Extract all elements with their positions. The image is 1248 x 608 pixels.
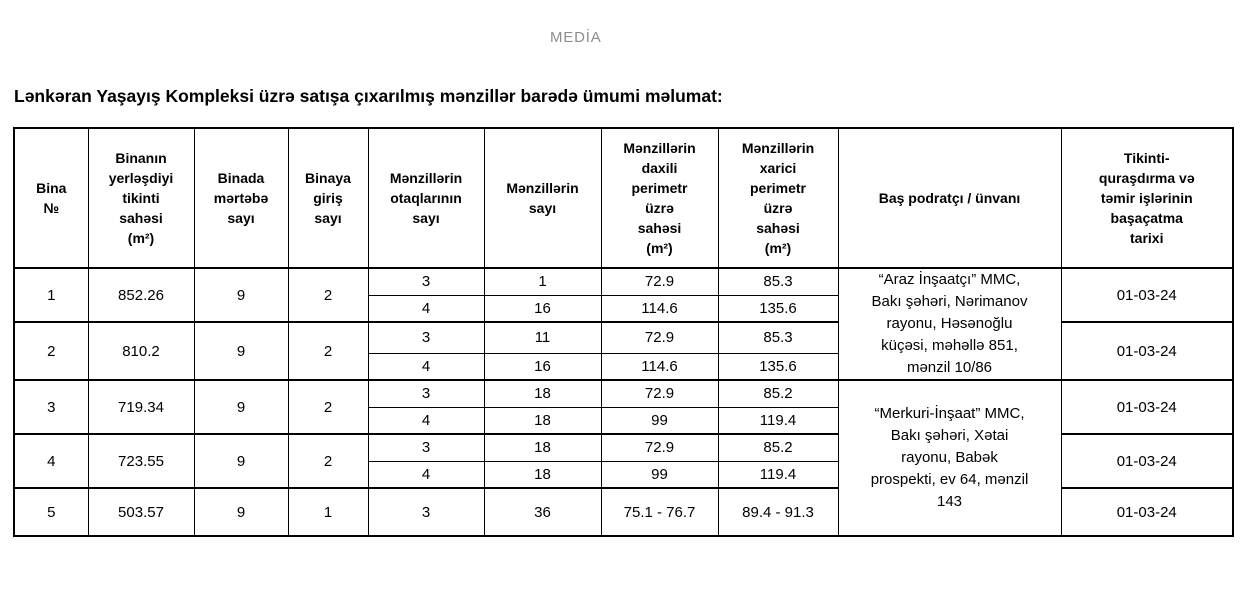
cell-menzil-sayi: 18 [483, 406, 602, 435]
cell-xarici-perimetr: 85.3 [717, 267, 839, 296]
cell-menzil-sayi: 16 [483, 352, 602, 381]
cell-tarix: 01-03-24 [1060, 267, 1234, 323]
cell-xarici-perimetr: 85.2 [717, 379, 839, 408]
cell-tarix: 01-03-24 [1060, 487, 1234, 537]
cell-menzil-sayi: 18 [483, 433, 602, 462]
cell-menzil-sayi: 18 [483, 379, 602, 408]
cell-tikinti-sahesi: 723.55 [87, 433, 195, 489]
cell-tikinti-sahesi: 852.26 [87, 267, 195, 323]
cell-menzil-sayi: 11 [483, 321, 602, 354]
cell-giris-sayi: 2 [287, 267, 369, 323]
cell-daxili-perimetr: 72.9 [600, 433, 719, 462]
cell-mertebe-sayi: 9 [193, 487, 289, 537]
cell-tikinti-sahesi: 503.57 [87, 487, 195, 537]
cell-daxili-perimetr: 72.9 [600, 379, 719, 408]
cell-bina-no: 5 [13, 487, 89, 537]
cell-xarici-perimetr: 85.3 [717, 321, 839, 354]
cell-xarici-perimetr: 119.4 [717, 406, 839, 435]
cell-otaq-sayi: 4 [367, 294, 485, 323]
cell-daxili-perimetr: 75.1 - 76.7 [600, 487, 719, 537]
col-header-xarici-perimetr: Mənzillərin xarici perimetr üzrə sahəsi … [717, 127, 839, 269]
cell-daxili-perimetr: 72.9 [600, 321, 719, 354]
cell-otaq-sayi: 3 [367, 433, 485, 462]
cell-daxili-perimetr: 99 [600, 460, 719, 489]
site-logo-media: MEDİA [550, 29, 602, 46]
cell-otaq-sayi: 3 [367, 321, 485, 354]
cell-bina-no: 2 [13, 321, 89, 381]
table-row: 1 852.26 9 2 3 1 72.9 85.3 “Araz İnşaatç… [13, 267, 1234, 381]
cell-menzil-sayi: 16 [483, 294, 602, 323]
cell-giris-sayi: 2 [287, 321, 369, 381]
cell-otaq-sayi: 4 [367, 460, 485, 489]
cell-xarici-perimetr: 119.4 [717, 460, 839, 489]
cell-xarici-perimetr: 85.2 [717, 433, 839, 462]
page-title: Lənkəran Yaşayış Kompleksi üzrə satışa ç… [14, 86, 723, 106]
cell-otaq-sayi: 3 [367, 487, 485, 537]
cell-mertebe-sayi: 9 [193, 267, 289, 323]
cell-giris-sayi: 2 [287, 433, 369, 489]
cell-tikinti-sahesi: 810.2 [87, 321, 195, 381]
cell-otaq-sayi: 3 [367, 267, 485, 296]
apartments-table: Bina № Binanın yerləşdiyi tikinti sahəsi… [13, 127, 1234, 537]
cell-daxili-perimetr: 72.9 [600, 267, 719, 296]
cell-podratci-araz: “Araz İnşaatçı” MMC, Bakı şəhəri, Nərima… [837, 267, 1062, 381]
cell-podratci-merkuri: “Merkuri-İnşaat” MMC, Bakı şəhəri, Xətai… [837, 379, 1062, 537]
col-header-tikinti-sahesi: Binanın yerləşdiyi tikinti sahəsi (m²) [87, 127, 195, 269]
cell-tarix: 01-03-24 [1060, 433, 1234, 489]
col-header-podratci: Baş podratçı / ünvanı [837, 127, 1062, 269]
cell-daxili-perimetr: 114.6 [600, 352, 719, 381]
cell-menzil-sayi: 36 [483, 487, 602, 537]
table-header-row: Bina № Binanın yerləşdiyi tikinti sahəsi… [13, 127, 1234, 269]
col-header-mertebe-sayi: Binada mərtəbə sayı [193, 127, 289, 269]
cell-mertebe-sayi: 9 [193, 379, 289, 435]
cell-bina-no: 3 [13, 379, 89, 435]
cell-giris-sayi: 1 [287, 487, 369, 537]
cell-otaq-sayi: 4 [367, 352, 485, 381]
cell-otaq-sayi: 3 [367, 379, 485, 408]
cell-otaq-sayi: 4 [367, 406, 485, 435]
cell-daxili-perimetr: 114.6 [600, 294, 719, 323]
cell-xarici-perimetr: 135.6 [717, 294, 839, 323]
cell-mertebe-sayi: 9 [193, 433, 289, 489]
cell-bina-no: 1 [13, 267, 89, 323]
col-header-giris-sayi: Binaya giriş sayı [287, 127, 369, 269]
col-header-tarix: Tikinti- quraşdırma və təmir işlərinin b… [1060, 127, 1234, 269]
cell-xarici-perimetr: 89.4 - 91.3 [717, 487, 839, 537]
cell-bina-no: 4 [13, 433, 89, 489]
table-row: 2 810.2 9 2 3 11 72.9 85.3 01-03-24 [13, 321, 1234, 381]
table-row: 4 723.55 9 2 3 18 72.9 85.2 01-03-24 [13, 433, 1234, 489]
table-row: 5 503.57 9 1 3 36 75.1 - 76.7 89.4 - 91.… [13, 487, 1234, 537]
cell-tarix: 01-03-24 [1060, 321, 1234, 381]
col-header-bina-no: Bina № [13, 127, 89, 269]
cell-tikinti-sahesi: 719.34 [87, 379, 195, 435]
cell-menzil-sayi: 1 [483, 267, 602, 296]
cell-menzil-sayi: 18 [483, 460, 602, 489]
cell-xarici-perimetr: 135.6 [717, 352, 839, 381]
col-header-daxili-perimetr: Mənzillərin daxili perimetr üzrə sahəsi … [600, 127, 719, 269]
cell-tarix: 01-03-24 [1060, 379, 1234, 435]
cell-daxili-perimetr: 99 [600, 406, 719, 435]
col-header-menzil-sayi: Mənzillərin sayı [483, 127, 602, 269]
col-header-otaq-sayi: Mənzillərin otaqlarının sayı [367, 127, 485, 269]
table-row: 3 719.34 9 2 3 18 72.9 85.2 “Merkuri-İnş… [13, 379, 1234, 537]
cell-mertebe-sayi: 9 [193, 321, 289, 381]
cell-giris-sayi: 2 [287, 379, 369, 435]
